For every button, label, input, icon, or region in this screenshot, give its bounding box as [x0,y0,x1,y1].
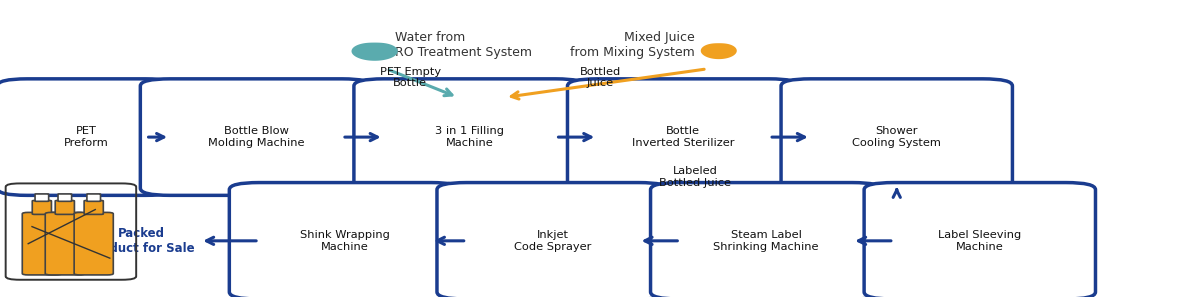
PathPatch shape [352,42,398,61]
Text: Label Sleeving
Machine: Label Sleeving Machine [938,230,1021,252]
FancyBboxPatch shape [84,200,103,214]
Text: Bottle Blow
Molding Machine: Bottle Blow Molding Machine [208,126,305,148]
Text: Steam Label
Shrinking Machine: Steam Label Shrinking Machine [714,230,818,252]
Text: Labeled
Bottled Juice: Labeled Bottled Juice [659,166,731,188]
FancyBboxPatch shape [32,200,52,214]
Text: Shower
Cooling System: Shower Cooling System [852,126,941,148]
FancyBboxPatch shape [86,194,101,201]
FancyBboxPatch shape [568,79,799,195]
FancyBboxPatch shape [781,79,1013,195]
FancyBboxPatch shape [140,79,372,195]
FancyBboxPatch shape [0,79,175,195]
FancyBboxPatch shape [74,212,113,275]
FancyBboxPatch shape [650,183,882,297]
Text: PET Empty
Bottle: PET Empty Bottle [379,67,440,88]
Text: Inkjet
Code Sprayer: Inkjet Code Sprayer [514,230,592,252]
FancyBboxPatch shape [864,183,1096,297]
FancyBboxPatch shape [229,183,461,297]
FancyBboxPatch shape [354,79,586,195]
Text: Bottled
Juice: Bottled Juice [580,67,620,88]
FancyBboxPatch shape [55,200,74,214]
PathPatch shape [701,43,737,59]
FancyBboxPatch shape [35,194,49,201]
FancyBboxPatch shape [58,194,72,201]
Text: 3 in 1 Filling
Machine: 3 in 1 Filling Machine [436,126,504,148]
Text: Water from
RO Treatment System: Water from RO Treatment System [395,31,532,59]
Text: Mixed Juice
from Mixing System: Mixed Juice from Mixing System [570,31,695,59]
Text: Shink Wrapping
Machine: Shink Wrapping Machine [300,230,390,252]
FancyBboxPatch shape [46,212,84,275]
Text: PET
Preform: PET Preform [64,126,109,148]
FancyBboxPatch shape [23,212,61,275]
FancyBboxPatch shape [437,183,668,297]
Text: Packed
Product for Sale: Packed Product for Sale [88,227,194,255]
Text: Bottle
Inverted Sterilizer: Bottle Inverted Sterilizer [632,126,734,148]
